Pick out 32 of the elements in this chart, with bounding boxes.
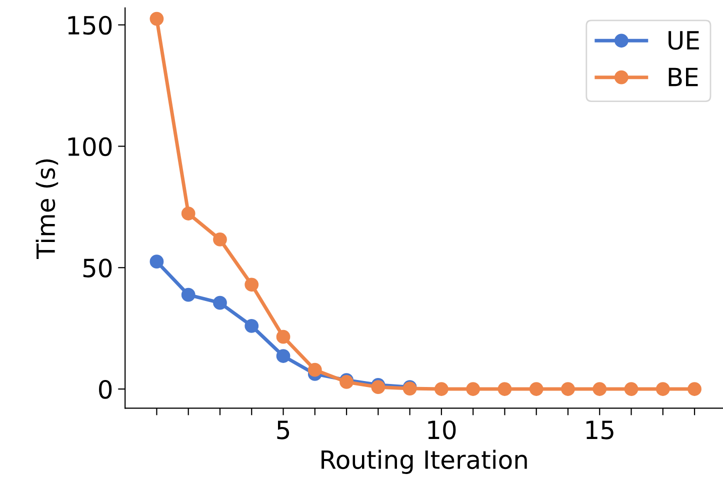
legend-label: BE — [668, 68, 698, 86]
point — [276, 330, 290, 344]
y-tick-label: 0 — [99, 380, 112, 399]
point — [371, 380, 386, 394]
x-axis-title: Routing Iteration — [322, 450, 527, 474]
point — [308, 362, 322, 377]
y-axis-title: Time (s) — [36, 159, 58, 259]
point — [181, 206, 196, 220]
point — [561, 382, 575, 396]
point — [592, 382, 607, 396]
point — [624, 382, 638, 396]
point — [150, 254, 164, 269]
x-tick-label: 15 — [586, 420, 614, 440]
point — [213, 232, 227, 246]
point — [529, 382, 544, 396]
point — [213, 296, 227, 310]
y-tick-label: 150 — [68, 16, 112, 35]
point — [150, 12, 164, 26]
legend-label: UE — [668, 31, 699, 50]
point — [656, 382, 670, 396]
x-tick-label: 5 — [277, 420, 290, 440]
x-tick-label: 10 — [428, 420, 456, 440]
point — [276, 349, 290, 363]
point — [244, 278, 259, 292]
y-tick-label: 50 — [83, 258, 112, 278]
point — [466, 382, 480, 396]
point — [498, 382, 512, 396]
point — [434, 382, 448, 396]
y-tick-label: 100 — [68, 137, 112, 156]
point — [181, 288, 196, 302]
point — [244, 318, 259, 333]
point — [688, 382, 702, 396]
